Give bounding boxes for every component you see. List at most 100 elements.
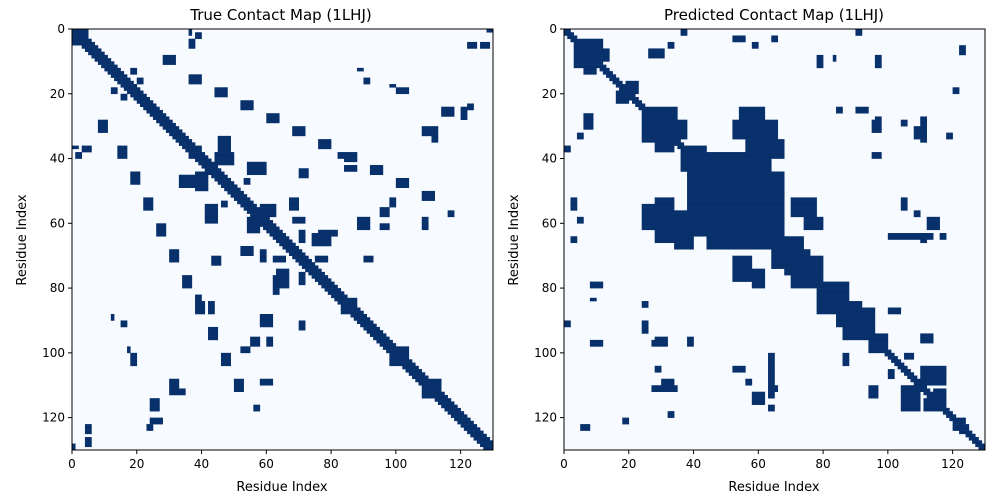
x-tick-label: 20: [621, 457, 636, 471]
contact-cell: [920, 122, 928, 127]
contact-cell: [149, 420, 163, 425]
contact-cell: [641, 132, 688, 137]
contact-cell: [920, 365, 947, 370]
contact-cell: [641, 113, 678, 117]
contact-cell: [641, 304, 649, 308]
contact-cell: [641, 226, 785, 231]
contact-cell: [641, 301, 649, 305]
contact-cell: [318, 139, 332, 143]
contact-cell: [431, 139, 439, 143]
contact-cell: [460, 116, 468, 120]
contact-cell: [609, 77, 620, 82]
contact-cell: [389, 197, 397, 201]
contact-cell: [871, 155, 882, 159]
contact-cell: [369, 171, 384, 176]
contact-cell: [460, 106, 474, 111]
contact-cell: [344, 165, 358, 169]
contact-cell: [745, 145, 785, 150]
contact-cell: [208, 301, 215, 305]
contact-cell: [900, 391, 921, 396]
contact-cell: [900, 394, 921, 399]
contact-cell: [292, 126, 306, 130]
contact-cell: [292, 255, 309, 260]
contact-cell: [768, 362, 775, 367]
contact-cell: [570, 207, 578, 211]
contact-cell: [641, 126, 688, 130]
contact-cell: [926, 394, 947, 399]
contact-cell: [771, 262, 824, 266]
contact-cell: [887, 310, 902, 315]
contact-cell: [233, 381, 244, 386]
contact-cell: [868, 343, 889, 347]
contact-cell: [483, 446, 494, 451]
contact-cell: [120, 84, 138, 88]
contact-cell: [421, 388, 442, 393]
contact-cell: [589, 281, 604, 286]
contact-cell: [667, 41, 675, 46]
contact-cell: [632, 100, 643, 104]
contact-cell: [178, 181, 209, 185]
contact-cell: [140, 103, 157, 108]
y-tick-label: 100: [42, 346, 65, 360]
contact-cell: [120, 320, 128, 324]
contact-cell: [178, 184, 209, 188]
contact-cell: [745, 139, 785, 143]
contact-cell: [887, 233, 934, 237]
contact-cell: [641, 119, 688, 124]
contact-cell: [573, 58, 610, 62]
contact-cell: [331, 294, 348, 299]
contact-cell: [910, 378, 947, 383]
contact-cell: [211, 258, 222, 263]
y-tick-label: 120: [534, 411, 557, 425]
contact-cell: [253, 404, 261, 409]
contact-cell: [188, 38, 196, 43]
contact-cell: [84, 440, 92, 444]
contact-cell: [871, 126, 882, 130]
contact-cell: [292, 220, 306, 224]
contact-cell: [149, 417, 163, 422]
contact-cell: [298, 174, 309, 179]
contact-cell: [130, 352, 138, 357]
contact-cell: [117, 155, 128, 159]
contact-cell: [431, 135, 439, 140]
contact-cell: [687, 339, 694, 344]
contact-cell: [298, 275, 306, 279]
contact-cell: [311, 242, 332, 247]
contact-cell: [768, 372, 775, 376]
contact-cell: [570, 239, 578, 244]
contact-cell: [654, 336, 668, 341]
contact-cell: [959, 430, 973, 435]
contact-cell: [418, 381, 442, 386]
contact-cell: [790, 281, 850, 286]
contact-cell: [641, 223, 785, 227]
contact-cell: [363, 326, 380, 331]
contact-cell: [178, 174, 209, 179]
contact-cell: [855, 106, 869, 111]
contact-cell: [732, 122, 779, 127]
contact-cell: [382, 346, 410, 350]
contact-cell: [182, 275, 193, 279]
contact-cell: [230, 194, 248, 198]
contact-cell: [188, 152, 206, 156]
contact-cell: [233, 197, 251, 201]
x-tick-label: 40: [194, 457, 209, 471]
contact-cell: [208, 304, 215, 308]
contact-cell: [233, 385, 244, 389]
contact-cell: [952, 87, 960, 91]
contact-cell: [389, 356, 410, 360]
x-tick-label: 120: [941, 457, 964, 471]
contact-cell: [661, 378, 675, 383]
contact-cell: [687, 194, 785, 198]
contact-cell: [923, 398, 947, 402]
true-contact-map-panel: True Contact Map (1LHJ) 0 20 40 60 80 100 120 …: [15, 6, 494, 495]
contact-cell: [72, 38, 92, 43]
contact-cell: [240, 203, 257, 208]
contact-cell: [84, 424, 92, 428]
contact-cell: [130, 174, 141, 179]
contact-cell: [295, 258, 312, 263]
contact-cell: [619, 87, 639, 91]
contact-cell: [386, 349, 410, 354]
contact-cell: [641, 323, 649, 328]
contact-cell: [771, 38, 779, 43]
